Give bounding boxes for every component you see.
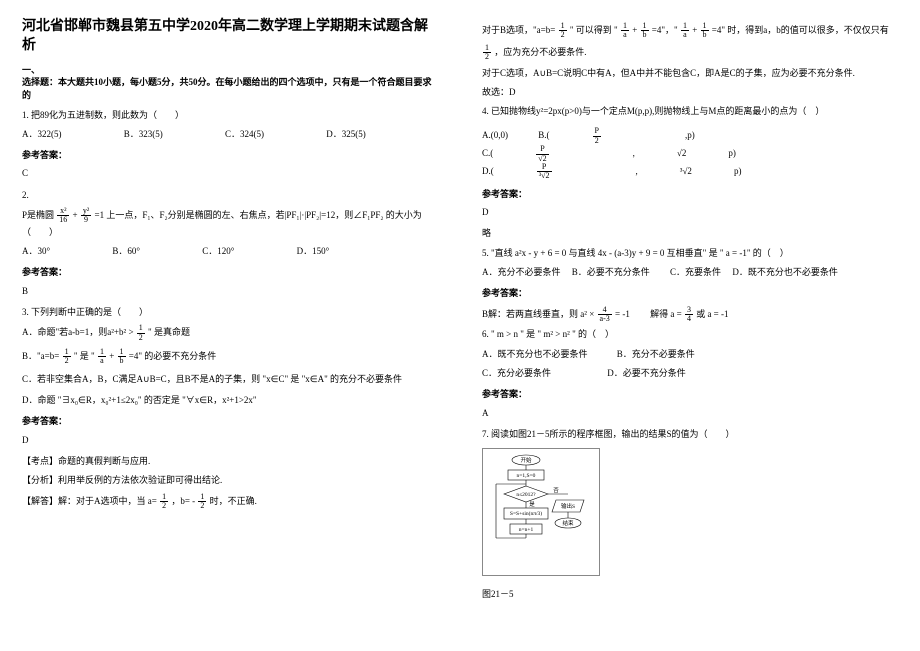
q5-opt-d: D．既不充分也不必要条件 — [732, 267, 838, 277]
q7-figure-caption: 图21－5 — [482, 587, 898, 602]
q6-options-row1: A．既不充分也不必要条件 B．充分不必要条件 — [482, 347, 898, 362]
r-line2: 12 ，应为充分不必要条件. — [482, 44, 898, 62]
q7-stem: 7. 阅读如图21－5所示的程序框图，输出的结果S的值为（ ） — [482, 427, 898, 442]
right-column: 对于B选项，"a=b= 12 " 可以得到 " 1a + 1b =4"，" 1a… — [460, 0, 920, 651]
section-desc: 选择题：本大题共10小题，每小题5分，共50分。在每小题给出的四个选项中，只有是… — [22, 77, 432, 100]
svg-text:S=S+sin(nπ/3): S=S+sin(nπ/3) — [510, 510, 542, 517]
q4-opt-a: A.(0,0) — [482, 128, 508, 143]
q2-opt-b: B．60° — [112, 244, 140, 259]
section-num: 一、 — [22, 65, 40, 75]
svg-text:输出S: 输出S — [561, 502, 575, 510]
svg-text:n≤2012?: n≤2012? — [516, 492, 536, 498]
q2-stem-pre: P是椭圆 — [22, 210, 54, 220]
flowchart-figure: 开始 n=1,S=0 n≤2012? 是 否 S=S+sin(nπ/3) n=n… — [482, 448, 600, 576]
section-heading: 一、 选择题：本大题共10小题，每小题5分，共50分。在每小题给出的四个选项中，… — [22, 64, 438, 102]
q5-options: A．充分不必要条件 B．必要不充分条件 C．充要条件 D．既不充分也不必要条件 — [482, 265, 898, 280]
q5-opt-a: A．充分不必要条件 — [482, 267, 561, 277]
q2-frac2: y² 9 — [81, 207, 91, 225]
q5-sol: B解：若两直线垂直，则 a² × 4a-3 = -1 解得 a = 34 或 a… — [482, 306, 898, 324]
q5-opt-b: B．必要不充分条件 — [572, 267, 650, 277]
q6-answer: A — [482, 406, 898, 421]
q3-stem: 3. 下列判断中正确的是（ ） — [22, 305, 438, 320]
page-title: 河北省邯郸市魏县第五中学2020年高二数学理上学期期末试题含解析 — [22, 18, 438, 56]
q6-opt-b: B．充分不必要条件 — [617, 349, 695, 359]
q4-opt-d: D.(P³√2,³√2p) — [482, 163, 783, 181]
q6-options-row2: C．充分必要条件 D．必要不充分条件 — [482, 366, 898, 381]
q6-opt-c: C．充分必要条件 — [482, 368, 551, 378]
q6-answer-label: 参考答案： — [482, 387, 898, 402]
q1-options: A．322(5) B．323(5) C．324(5) D．325(5) — [22, 127, 438, 142]
q1-answer-label: 参考答案： — [22, 148, 438, 163]
q4-answer-label: 参考答案： — [482, 187, 898, 202]
q2-num: 2. — [22, 188, 438, 203]
q1-opt-d: D．325(5) — [326, 127, 366, 142]
q1-opt-a: A．322(5) — [22, 127, 62, 142]
svg-text:否: 否 — [553, 487, 559, 494]
svg-text:n=n+1: n=n+1 — [519, 527, 534, 533]
q2-opt-a: A．30° — [22, 244, 50, 259]
q3-sol-2: 【分析】利用举反例的方法依次验证即可得出结论. — [22, 473, 438, 488]
q3-opt-d: D．命题 "∃x₀∈R，x₀²+1≤2x₀" 的否定是 "∀x∈R，x²+1>2… — [22, 393, 438, 408]
q6-stem: 6. " m > n " 是 " m² > n² " 的（ ） — [482, 327, 898, 342]
q3-opt-b: B．"a=b= 12 " 是 " 1a + 1b =4" 的必要不充分条件 — [22, 348, 438, 366]
q5-stem: 5. "直线 a²x - y + 6 = 0 与直线 4x - (a-3)y +… — [482, 246, 898, 261]
svg-text:开始: 开始 — [520, 456, 532, 464]
q4-answer: D — [482, 205, 898, 220]
q2-opt-d: D．150° — [297, 244, 330, 259]
q4-opt-b: B.(P2,p) — [538, 127, 736, 145]
svg-text:n=1,S=0: n=1,S=0 — [517, 473, 536, 479]
q4-opt-c: C.(P√2,√2p) — [482, 145, 778, 163]
q3-sol-1: 【考点】命题的真假判断与应用. — [22, 454, 438, 469]
q4-stem: 4. 已知抛物线y²=2px(p>0)与一个定点M(p,p),则抛物线上与M点的… — [482, 104, 898, 119]
left-column: 河北省邯郸市魏县第五中学2020年高二数学理上学期期末试题含解析 一、 选择题：… — [0, 0, 460, 651]
q2-options: A．30° B．60° C．120° D．150° — [22, 244, 438, 259]
q2-answer-label: 参考答案： — [22, 265, 438, 280]
flowchart-svg: 开始 n=1,S=0 n≤2012? 是 否 S=S+sin(nπ/3) n=n… — [486, 452, 596, 572]
r-line3: 对于C选项，A∪B=C说明C中有A，但A中并不能包含C，即A是C的子集，应为必要… — [482, 66, 898, 81]
q3-answer-label: 参考答案： — [22, 414, 438, 429]
q2-opt-c: C．120° — [202, 244, 234, 259]
q5-answer-label: 参考答案： — [482, 286, 898, 301]
r-line1: 对于B选项，"a=b= 12 " 可以得到 " 1a + 1b =4"，" 1a… — [482, 22, 898, 40]
q4-expl: 略 — [482, 226, 898, 241]
svg-text:是: 是 — [529, 501, 535, 508]
q1-stem: 1. 把89化为五进制数，则此数为（ ） — [22, 108, 438, 123]
q3-opt-a: A．命题"若a-b=1，则a²+b² > 12 " 是真命题 — [22, 324, 438, 342]
q2-answer: B — [22, 284, 438, 299]
svg-text:结束: 结束 — [562, 519, 574, 527]
page-root: 河北省邯郸市魏县第五中学2020年高二数学理上学期期末试题含解析 一、 选择题：… — [0, 0, 920, 651]
q3-sol-3: 【解答】解：对于A选项中，当 a= 12 ，b= - 12 时，不正确. — [22, 493, 438, 511]
q1-answer: C — [22, 166, 438, 181]
q3-answer: D — [22, 433, 438, 448]
q3-opt-c: C．若非空集合A，B，C满足A∪B=C，且B不是A的子集，则 "x∈C" 是 "… — [22, 372, 438, 387]
q5-opt-c: C．充要条件 — [670, 267, 721, 277]
q1-opt-c: C．324(5) — [225, 127, 264, 142]
q6-opt-d: D．必要不充分条件 — [607, 368, 686, 378]
q6-opt-a: A．既不充分也不必要条件 — [482, 349, 588, 359]
q1-opt-b: B．323(5) — [124, 127, 163, 142]
q4-options: A.(0,0) B.(P2,p) C.(P√2,√2p) D.(P³√2,³√2… — [482, 127, 898, 180]
q2-frac1: x² 16 — [57, 207, 69, 225]
q2-stem: P是椭圆 x² 16 + y² 9 =1 上一点，F₁、F₂分别是椭圆的左、右焦… — [22, 207, 438, 240]
r-line4: 故选：D — [482, 85, 898, 100]
